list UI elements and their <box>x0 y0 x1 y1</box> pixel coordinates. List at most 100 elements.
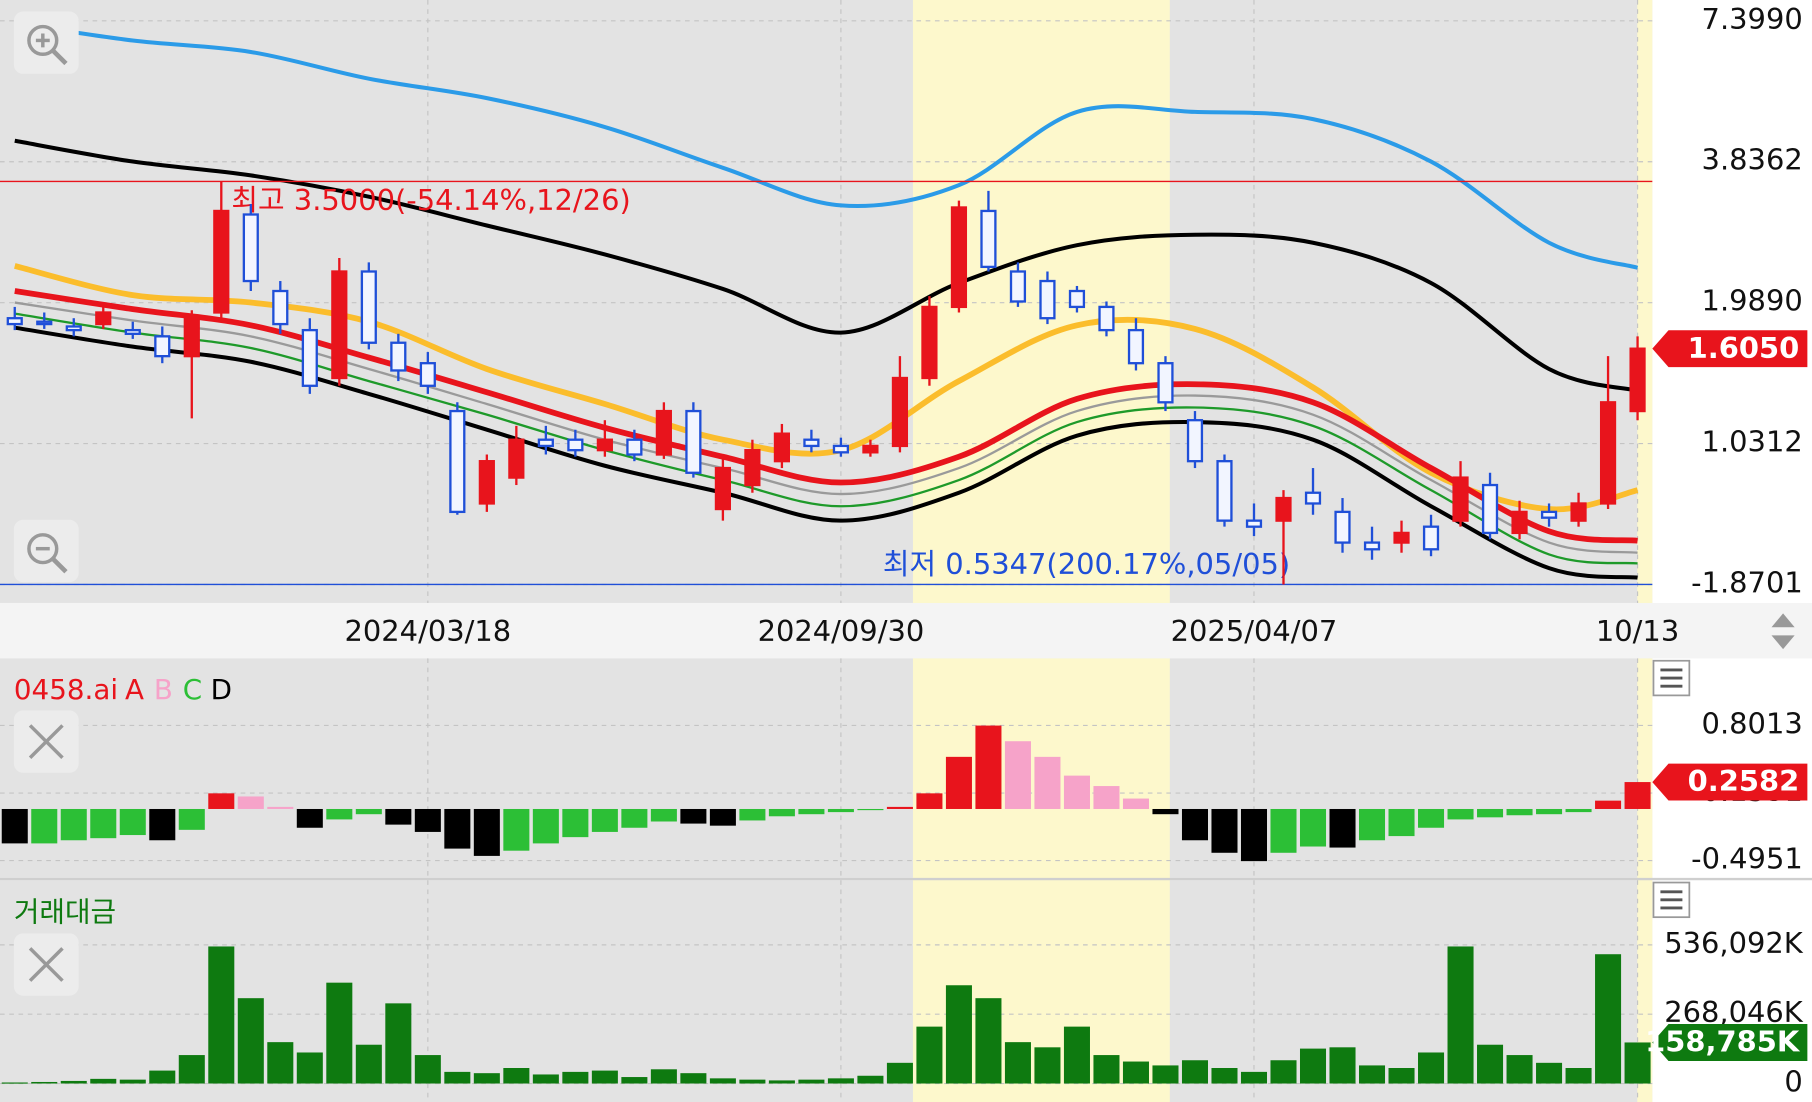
panel-title: 거래대금 <box>14 896 116 929</box>
bar <box>503 808 530 851</box>
candle-body <box>124 328 141 335</box>
menu-volume[interactable] <box>1652 881 1691 919</box>
bar <box>178 808 205 830</box>
candle-body <box>1009 270 1027 303</box>
candle-body <box>478 460 495 505</box>
bar <box>60 808 87 841</box>
bar <box>237 998 264 1084</box>
bar <box>414 1055 441 1084</box>
candle-body <box>6 317 23 326</box>
bar <box>1624 1042 1651 1084</box>
bar <box>857 808 884 811</box>
candle-body <box>921 305 938 380</box>
controls <box>13 11 1795 996</box>
bar <box>1447 808 1474 820</box>
bar <box>1565 808 1592 813</box>
y-tick-label: 536,092K <box>1664 926 1804 960</box>
bar <box>473 808 500 856</box>
candle-body <box>95 311 112 326</box>
y-tick-label: 7.3990 <box>1702 2 1803 36</box>
bar <box>1181 1060 1208 1084</box>
bar <box>1093 786 1120 809</box>
bar <box>326 982 353 1084</box>
x-tick-label: 10/13 <box>1596 614 1679 648</box>
bar <box>355 1044 382 1084</box>
bar <box>621 1077 648 1084</box>
candle-body <box>360 270 377 344</box>
bar <box>1122 798 1149 809</box>
zoom-in[interactable] <box>13 11 79 74</box>
bar <box>1359 808 1386 841</box>
bar <box>237 796 264 809</box>
bar <box>591 808 618 832</box>
candle-body <box>567 438 584 452</box>
candle-body <box>1629 347 1646 413</box>
bar <box>1093 1055 1120 1084</box>
candle-body <box>1511 510 1528 535</box>
bar <box>680 808 707 824</box>
band-line <box>14 21 1639 270</box>
candle-body <box>1334 510 1351 544</box>
bar <box>1240 1071 1268 1084</box>
bar <box>296 1052 323 1084</box>
bar <box>1388 808 1415 837</box>
bar <box>1 808 28 844</box>
close-volume[interactable] <box>13 933 79 996</box>
candle-body <box>626 438 643 456</box>
bar <box>768 808 795 817</box>
bar <box>1034 1047 1061 1084</box>
bar <box>119 808 146 836</box>
bar <box>1565 1068 1592 1084</box>
candle-body <box>1186 419 1204 463</box>
candle-body <box>1452 476 1469 522</box>
close-indicator[interactable] <box>13 710 79 773</box>
bar <box>1034 756 1061 809</box>
legend-entry: A <box>125 673 144 706</box>
y-tick-label: 3.8362 <box>1702 143 1803 177</box>
bar <box>1418 1052 1445 1084</box>
y-tick-label: 0.8013 <box>1702 706 1803 740</box>
bar <box>916 793 943 809</box>
bar <box>267 1042 294 1084</box>
legend-entry: C <box>183 673 202 706</box>
period-highlight <box>1637 0 1653 603</box>
bar <box>562 1071 589 1084</box>
candle-body <box>1481 483 1499 535</box>
candle-body <box>419 362 436 387</box>
candle-body <box>537 438 554 448</box>
value-tag <box>1652 1023 1808 1061</box>
bar <box>1595 800 1622 809</box>
candle-body <box>1245 519 1263 528</box>
bar <box>119 1079 146 1084</box>
scale-toggle[interactable] <box>1771 613 1795 650</box>
bar <box>886 1062 913 1084</box>
candle-body <box>1540 510 1558 519</box>
band-line <box>14 288 1638 544</box>
candle-body <box>1039 279 1056 320</box>
candle-body <box>242 213 259 283</box>
candle-body <box>655 409 672 456</box>
bar <box>1 1082 28 1084</box>
bar <box>1447 946 1474 1084</box>
bar <box>444 808 471 849</box>
bar <box>178 1055 205 1084</box>
bar <box>1240 808 1268 862</box>
candle-body <box>685 409 702 474</box>
bar <box>1004 741 1031 809</box>
bar <box>1063 1026 1090 1084</box>
y-tick-label: 1.0312 <box>1702 425 1803 459</box>
candle-body <box>1068 289 1086 309</box>
zoom-out[interactable] <box>13 519 79 583</box>
date-axis-bar <box>0 602 1812 659</box>
candle-body <box>65 325 82 332</box>
candle-body <box>1275 496 1292 522</box>
bar <box>827 1078 854 1084</box>
candle-body <box>1157 362 1174 404</box>
candle-body <box>301 328 318 387</box>
bar <box>1329 808 1356 848</box>
menu-indicator[interactable] <box>1652 659 1691 697</box>
y-tick-label: -1.8701 <box>1691 566 1803 600</box>
bar <box>709 808 736 826</box>
candle-body <box>183 317 200 358</box>
